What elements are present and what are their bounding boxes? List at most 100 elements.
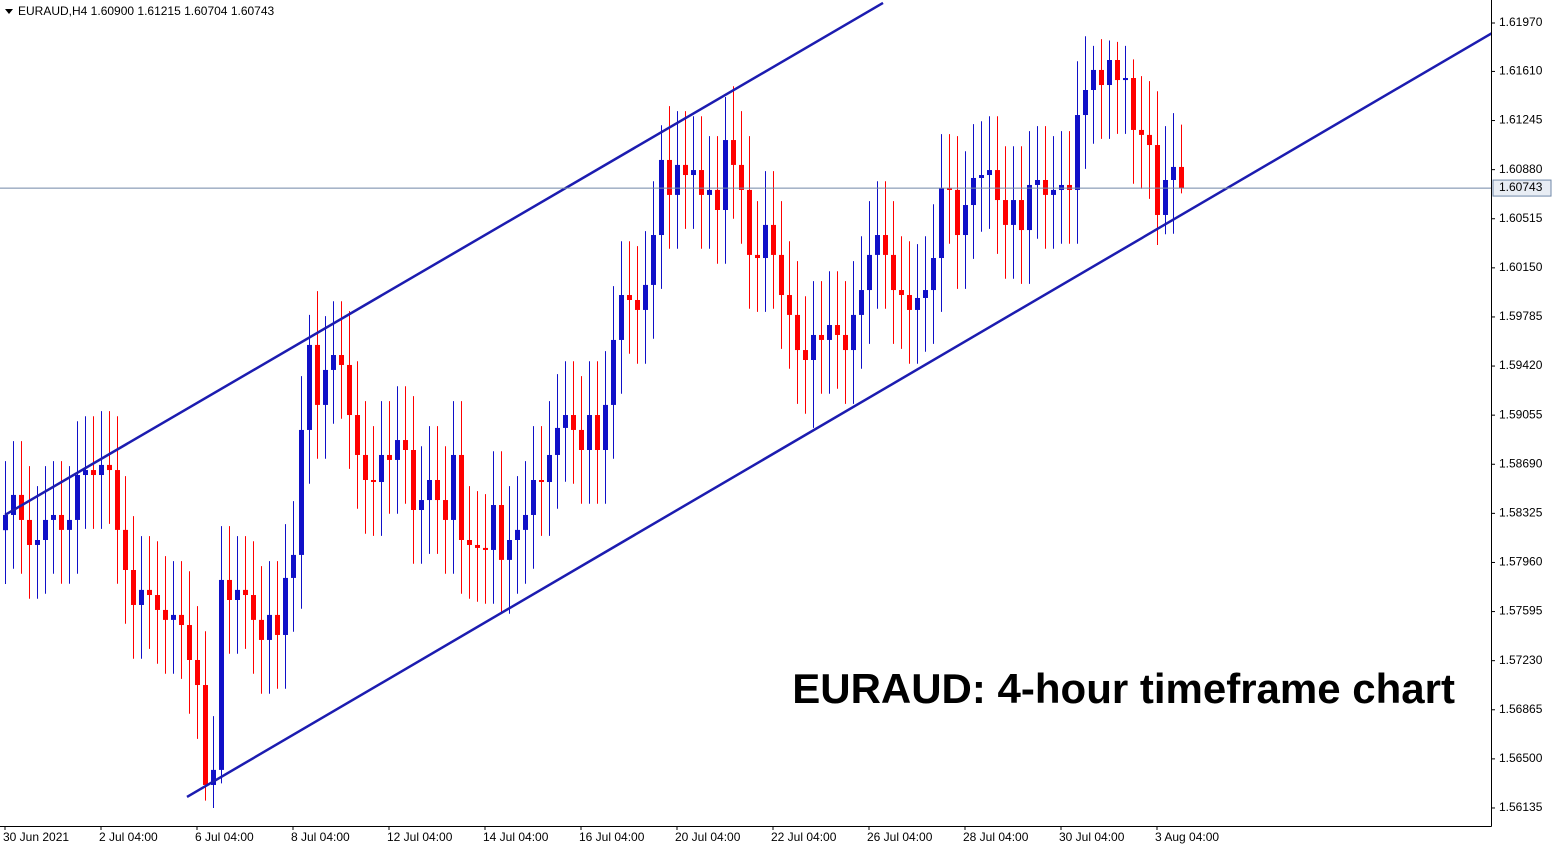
candle-body [811, 334, 816, 360]
candle-body [619, 295, 624, 340]
candle-body [683, 164, 688, 176]
y-tick-label: 1.59055 [1499, 407, 1543, 421]
candle-body [1147, 134, 1152, 146]
candle-body [195, 659, 200, 686]
candle-body [51, 514, 56, 520]
candle-body [531, 479, 536, 515]
candle-body [1179, 166, 1184, 189]
candle-body [491, 505, 496, 550]
y-tick-label: 1.60515 [1499, 211, 1543, 225]
candle-body [947, 187, 952, 190]
y-tick-label: 1.59785 [1499, 309, 1543, 323]
x-tick-label: 14 Jul 04:00 [483, 830, 549, 844]
candle-body [467, 539, 472, 545]
candle-body [779, 254, 784, 296]
candle-body [899, 290, 904, 296]
candle-body [547, 454, 552, 483]
candle-body [459, 454, 464, 540]
candle-body [1011, 200, 1016, 225]
y-tick-label: 1.56135 [1499, 800, 1543, 814]
y-tick-label: 1.57595 [1499, 604, 1543, 618]
candle-body [307, 344, 312, 430]
candle-body [243, 589, 248, 596]
x-tick-label: 30 Jun 2021 [3, 830, 69, 844]
candle-body [963, 205, 968, 236]
candle-body [907, 295, 912, 310]
candle-body [795, 314, 800, 351]
candle-body [1123, 78, 1128, 81]
candle-body [851, 314, 856, 351]
candle-body [627, 295, 632, 300]
candle-body [731, 140, 736, 165]
candle-body [419, 500, 424, 510]
annotation: EURAUD: 4-hour timeframe chart [792, 665, 1455, 712]
x-tick-label: 16 Jul 04:00 [579, 830, 645, 844]
candle-body [515, 529, 520, 540]
candle-body [1139, 129, 1144, 135]
candle-body [699, 170, 704, 195]
candle-body [867, 254, 872, 291]
candle-body [1107, 59, 1112, 86]
candle-body [251, 595, 256, 620]
y-tick-label: 1.61610 [1499, 64, 1543, 78]
candle-body [1067, 184, 1072, 190]
candle-body [691, 170, 696, 176]
candle-body [659, 159, 664, 236]
candle-body [987, 170, 992, 176]
candle-body [955, 189, 960, 236]
candle-body [75, 475, 80, 520]
header: EURAUD,H4 1.60900 1.61215 1.60704 1.6074… [18, 4, 275, 18]
candle-body [363, 454, 368, 480]
candle-body [843, 334, 848, 351]
candle-body [563, 415, 568, 428]
candle-body [123, 529, 128, 570]
candle-body [475, 544, 480, 548]
candle-body [859, 290, 864, 315]
candle-body [675, 164, 680, 195]
candle-body [99, 464, 104, 476]
candle-body [27, 519, 32, 545]
candle-body [571, 415, 576, 430]
candle-body [1075, 115, 1080, 190]
candle-body [427, 479, 432, 501]
candle-body [147, 589, 152, 596]
candle-body [747, 189, 752, 255]
candle-body [603, 404, 608, 450]
y-tick-label: 1.57230 [1499, 653, 1543, 667]
candle-body [43, 519, 48, 540]
candle-body [1003, 200, 1008, 225]
candle-body [59, 514, 64, 530]
candle-body [1027, 184, 1032, 231]
candle-body [715, 189, 720, 210]
x-tick-label: 2 Jul 04:00 [99, 830, 158, 844]
candle-body [611, 339, 616, 405]
candle-body [371, 479, 376, 483]
candle-body [179, 614, 184, 626]
candle-body [803, 350, 808, 360]
y-tick-label: 1.60880 [1499, 162, 1543, 176]
candle-body [1115, 59, 1120, 81]
y-tick-label: 1.60150 [1499, 260, 1543, 274]
candle-body [1155, 145, 1160, 215]
candle-body [67, 519, 72, 530]
candle-body [259, 619, 264, 640]
candle-body [1131, 78, 1136, 130]
candle-body [875, 235, 880, 255]
candle-body [339, 355, 344, 365]
candle-body [539, 479, 544, 483]
candle-body [931, 258, 936, 291]
x-tick-label: 3 Aug 04:00 [1155, 830, 1219, 844]
x-tick-label: 6 Jul 04:00 [195, 830, 254, 844]
candle-body [1035, 179, 1040, 185]
candle-body [91, 470, 96, 476]
candle-body [1091, 69, 1096, 90]
candle-body [827, 325, 832, 340]
candle-body [379, 454, 384, 483]
current-price-box [1492, 179, 1552, 197]
candle-body [755, 254, 760, 259]
candle-body [203, 685, 208, 785]
candle-body [395, 440, 400, 460]
candle-body [787, 295, 792, 315]
candle-body [283, 577, 288, 635]
x-tick-label: 22 Jul 04:00 [771, 830, 837, 844]
